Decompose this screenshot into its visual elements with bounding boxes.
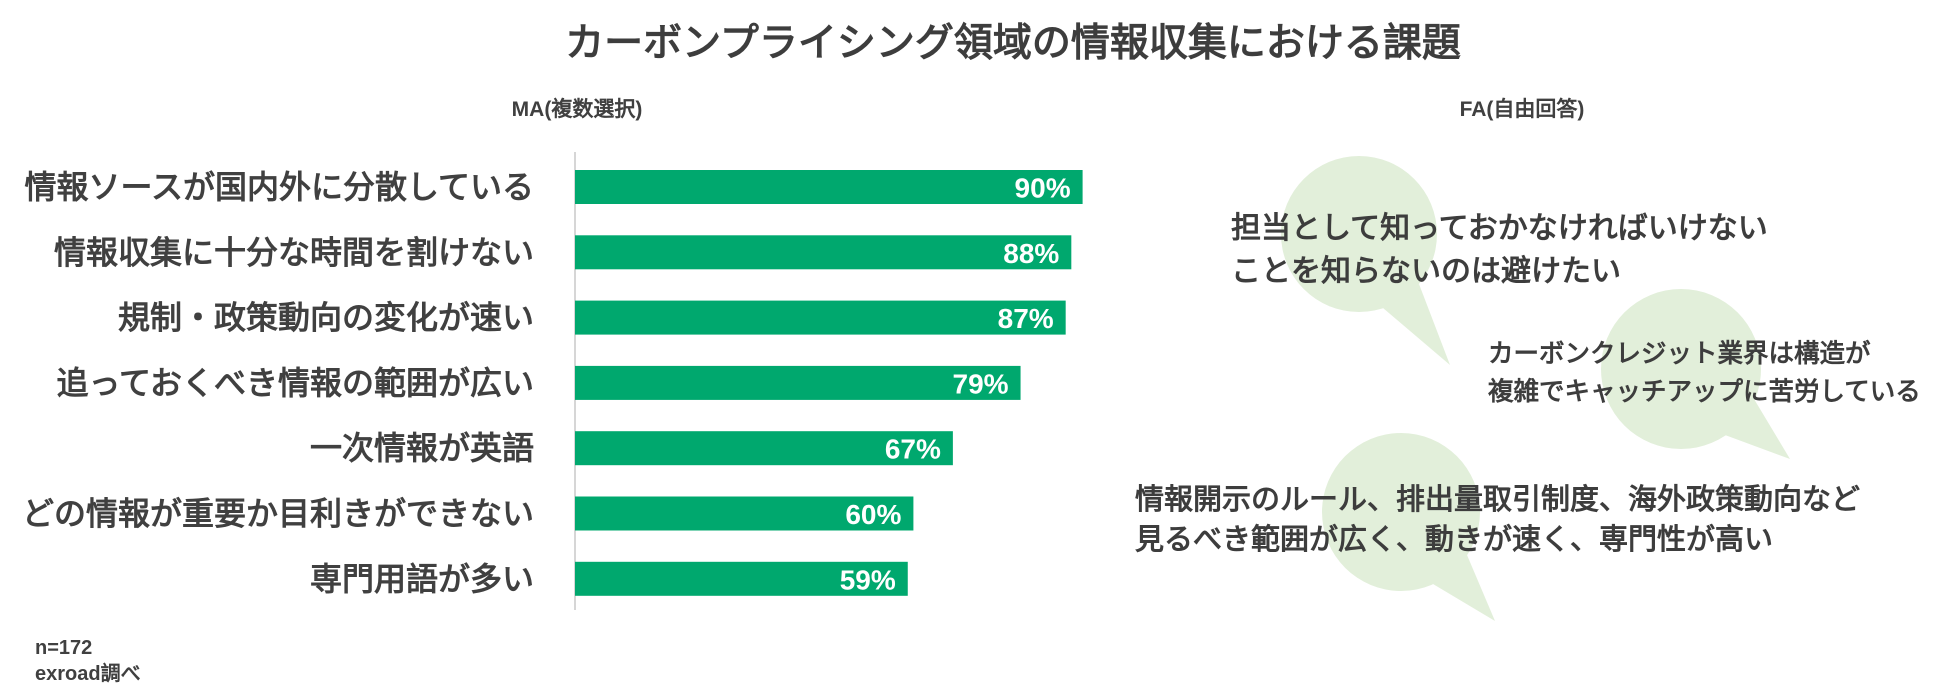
bar	[575, 431, 953, 466]
bar	[575, 365, 1021, 400]
category-label: 専門用語が多い	[310, 561, 534, 597]
bar-row: 情報収集に十分な時間を割けない 88%	[54, 234, 1072, 270]
speech-bubble	[1281, 156, 1450, 365]
sample-size: n=172	[35, 637, 93, 659]
fa-comment-line: ことを知らないのは避けたい	[1231, 255, 1621, 288]
fa-comment: カーボンクレジット業界は構造が 複雑でキャッチアップに苦労している	[1488, 335, 1921, 411]
bar	[575, 496, 914, 531]
bar	[575, 300, 1066, 335]
speech-bubbles	[1281, 156, 1790, 621]
ma-heading: MA(複数選択)	[511, 98, 643, 121]
fa-comment-line: カーボンクレジット業界は構造が	[1488, 340, 1871, 368]
bar	[575, 170, 1083, 204]
bar-value-label: 59%	[840, 564, 896, 595]
speech-bubble-tail	[1725, 399, 1790, 459]
bar-row: 一次情報が英語 67%	[310, 430, 953, 466]
speech-bubble	[1601, 289, 1790, 459]
speech-bubble-circle	[1322, 433, 1480, 591]
bar-value-label: 87%	[998, 303, 1054, 334]
fa-comment-line: 情報開示のルール、排出量取引制度、海外政策動向など	[1135, 484, 1861, 516]
fa-comment-line: 見るべき範囲が広く、動きが速く、専門性が高い	[1135, 524, 1774, 556]
category-label: 情報ソースが国内外に分散している	[25, 169, 534, 205]
source-note: exroad調べ	[35, 663, 141, 685]
fa-comment-line: 複雑でキャッチアップに苦労している	[1488, 378, 1921, 406]
speech-bubble-tail	[1433, 555, 1495, 621]
category-label: 規制・政策動向の変化が速い	[118, 300, 534, 336]
bar-value-label: 60%	[845, 499, 901, 530]
bar-value-label: 88%	[1003, 238, 1059, 269]
speech-bubble-tail	[1383, 284, 1450, 365]
bar	[575, 561, 908, 596]
bar-row: どの情報が重要か目利きができない 60%	[22, 496, 914, 532]
fa-comment: 担当として知っておかなければいけない ことを知らないのは避けたい	[1231, 207, 1768, 293]
category-label: 情報収集に十分な時間を割けない	[54, 234, 534, 270]
bar-row: 規制・政策動向の変化が速い 87%	[118, 300, 1066, 336]
bar	[575, 235, 1072, 270]
category-label: 追っておくべき情報の範囲が広い	[57, 365, 534, 401]
fa-heading: FA(自由回答)	[1459, 98, 1585, 121]
bar-row: 専門用語が多い 59%	[310, 561, 908, 597]
bar-value-label: 67%	[885, 434, 941, 465]
bar-value-label: 79%	[953, 368, 1009, 399]
speech-bubble-circle	[1281, 156, 1437, 312]
bar-row: 追っておくべき情報の範囲が広い 79%	[57, 365, 1021, 401]
speech-bubble	[1322, 433, 1495, 621]
bar-series: 情報ソースが国内外に分散している 90% 情報収集に十分な時間を割けない 88% 規制・…	[22, 169, 1083, 597]
bar-row: 情報ソースが国内外に分散している 90%	[25, 169, 1083, 205]
speech-bubble-circle	[1601, 289, 1761, 449]
footnote: n=172 exroad調べ	[35, 635, 141, 687]
category-label: どの情報が重要か目利きができない	[22, 496, 534, 532]
category-label: 一次情報が英語	[310, 430, 534, 466]
fa-comment-line: 担当として知っておかなければいけない	[1231, 212, 1768, 245]
fa-comment: 情報開示のルール、排出量取引制度、海外政策動向など 見るべき範囲が広く、動きが速…	[1135, 480, 1860, 560]
page-title: カーボンプライシング領域の情報収集における課題	[565, 22, 1461, 65]
bar-value-label: 90%	[1015, 173, 1071, 204]
